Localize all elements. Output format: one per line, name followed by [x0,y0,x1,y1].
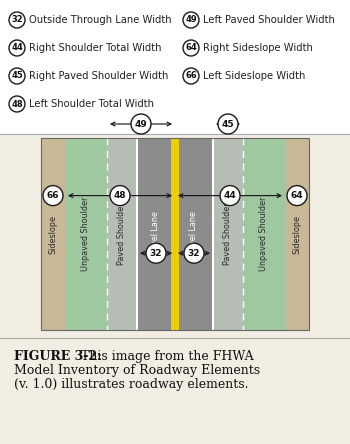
Text: 49: 49 [185,16,197,24]
Circle shape [9,96,25,112]
Bar [0,0,350,134]
Bar [41,138,65,330]
Bar [41,138,309,330]
Text: Sideslope: Sideslope [293,214,301,254]
Text: 45: 45 [11,71,23,80]
Text: 49: 49 [135,119,147,128]
Text: Travel Lane: Travel Lane [152,211,161,257]
Text: 64: 64 [291,191,303,200]
Text: Right Paved Shoulder Width: Right Paved Shoulder Width [29,71,168,81]
Circle shape [110,186,130,206]
Text: 44: 44 [11,44,23,52]
Bar [65,138,107,330]
Text: Right Shoulder Total Width: Right Shoulder Total Width [29,43,161,53]
Text: 64: 64 [185,44,197,52]
Text: Left Sideslope Width: Left Sideslope Width [203,71,305,81]
Text: Right Sideslope Width: Right Sideslope Width [203,43,313,53]
Bar [243,138,285,330]
Text: Travel Lane: Travel Lane [189,211,198,257]
Text: Unpaved Shoulder: Unpaved Shoulder [259,197,268,271]
Circle shape [183,68,199,84]
Text: 48: 48 [11,99,23,108]
Circle shape [131,114,151,134]
Text: 45: 45 [222,119,234,128]
Circle shape [43,186,63,206]
Text: Model Inventory of Roadway Elements: Model Inventory of Roadway Elements [14,364,260,377]
Bar [285,138,309,330]
Bar [213,138,243,330]
Bar [107,138,137,330]
Text: This image from the FHWA: This image from the FHWA [81,350,254,363]
Circle shape [9,40,25,56]
Text: 32: 32 [150,249,162,258]
Text: Left Shoulder Total Width: Left Shoulder Total Width [29,99,154,109]
Text: (v. 1.0) illustrates roadway elements.: (v. 1.0) illustrates roadway elements. [14,378,248,391]
Text: 66: 66 [47,191,59,200]
Text: FIGURE 3-2:: FIGURE 3-2: [14,350,102,363]
Text: 32: 32 [188,249,200,258]
Text: Unpaved Shoulder: Unpaved Shoulder [82,197,91,271]
Circle shape [9,68,25,84]
Text: Sideslope: Sideslope [49,214,57,254]
Text: Paved Shoulder: Paved Shoulder [118,203,126,266]
Circle shape [183,40,199,56]
Circle shape [220,186,240,206]
Text: 44: 44 [224,191,236,200]
Circle shape [146,243,166,263]
Text: Left Paved Shoulder Width: Left Paved Shoulder Width [203,15,335,25]
Circle shape [287,186,307,206]
Bar [137,138,213,330]
Text: 66: 66 [185,71,197,80]
Circle shape [218,114,238,134]
Circle shape [183,12,199,28]
Circle shape [184,243,204,263]
Text: Paved Shoulder: Paved Shoulder [224,203,232,266]
Bar [0,338,350,444]
Circle shape [9,12,25,28]
Text: Outside Through Lane Width: Outside Through Lane Width [29,15,172,25]
Text: 48: 48 [114,191,126,200]
Text: 32: 32 [11,16,23,24]
